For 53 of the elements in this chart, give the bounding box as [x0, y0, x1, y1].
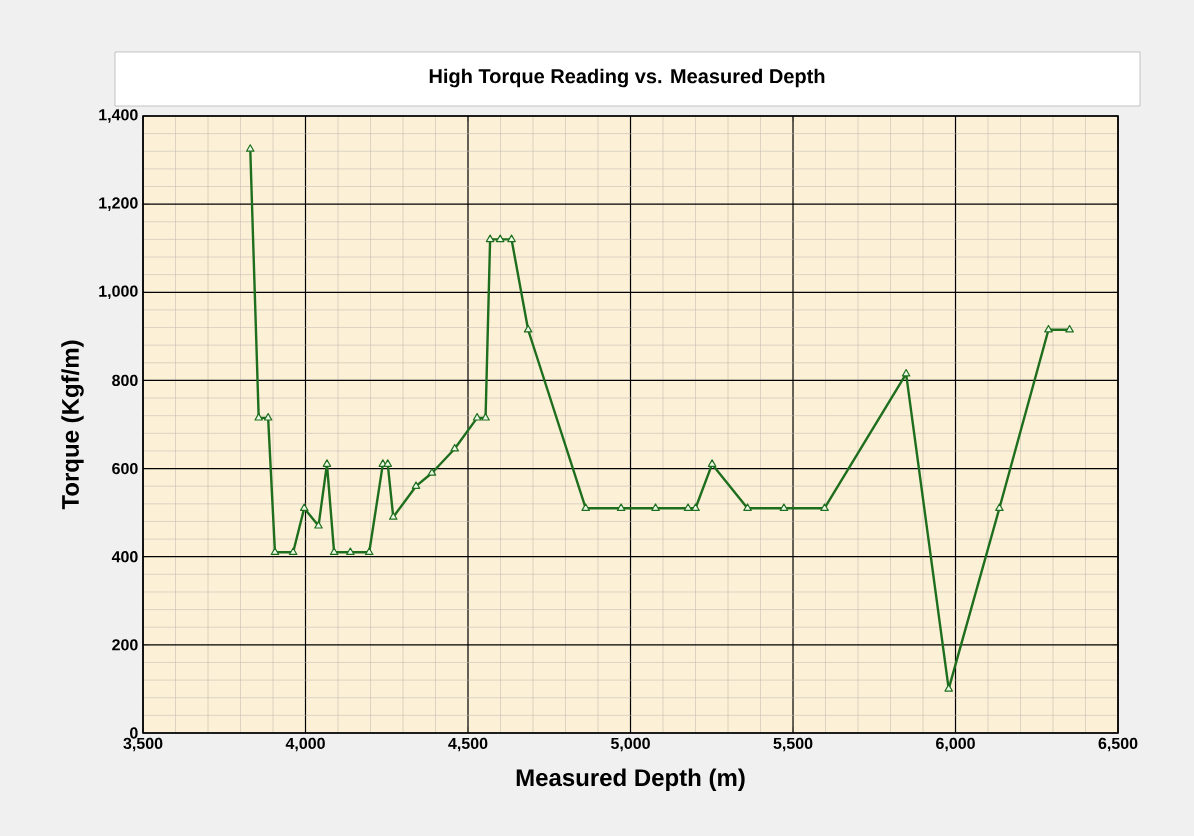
y-tick-label: 800: [112, 374, 138, 387]
x-tick-label: 3,500: [123, 737, 163, 752]
point: [779, 503, 789, 511]
point: [383, 459, 393, 467]
chart-title: High Torque Reading vs. Measured Depth: [429, 68, 825, 88]
point: [743, 503, 752, 511]
point: [314, 521, 323, 529]
point: [388, 512, 398, 520]
point: [364, 547, 374, 556]
x-axis-title: Measured Depth (m): [516, 768, 745, 791]
point: [995, 503, 1004, 511]
point: [329, 547, 339, 556]
point: [581, 503, 590, 511]
y-tick-label: 400: [111, 551, 138, 563]
y-tick-label: 200: [112, 639, 138, 651]
point: [245, 144, 255, 152]
point: [616, 503, 626, 511]
x-tick-label: 6,500: [1098, 737, 1138, 752]
point: [450, 443, 459, 452]
x-tick-label: 4,500: [448, 737, 488, 752]
y-tick-label: 600: [112, 462, 138, 475]
point: [270, 547, 280, 556]
point: [481, 413, 490, 421]
point: [346, 547, 355, 556]
x-tick-label: 6,000: [936, 737, 975, 752]
point: [427, 468, 437, 476]
point: [691, 503, 700, 511]
point: [263, 413, 273, 421]
y-tick-label: 1,400: [99, 109, 138, 123]
point: [1065, 324, 1074, 333]
point: [651, 503, 660, 511]
point: [1044, 324, 1053, 333]
point: [472, 413, 482, 421]
point: [495, 234, 505, 243]
x-tick-label: 5,500: [773, 737, 813, 752]
y-axis-title: Torque (Kgf/m): [61, 340, 84, 510]
point: [299, 503, 309, 511]
y-tick-label: 0: [130, 727, 138, 739]
y-tick-label: 1,200: [99, 197, 138, 211]
point: [254, 413, 263, 421]
point: [411, 481, 421, 489]
point: [507, 234, 516, 243]
x-tick-label: 5,000: [610, 737, 650, 752]
point: [288, 547, 298, 556]
x-tick-label: 4,000: [285, 737, 325, 752]
point: [523, 324, 533, 333]
point: [485, 234, 495, 243]
y-tick-label: 1,000: [99, 285, 138, 300]
point: [322, 459, 332, 467]
point: [901, 368, 911, 377]
point: [683, 503, 693, 511]
point: [820, 503, 829, 511]
point: [707, 459, 717, 467]
